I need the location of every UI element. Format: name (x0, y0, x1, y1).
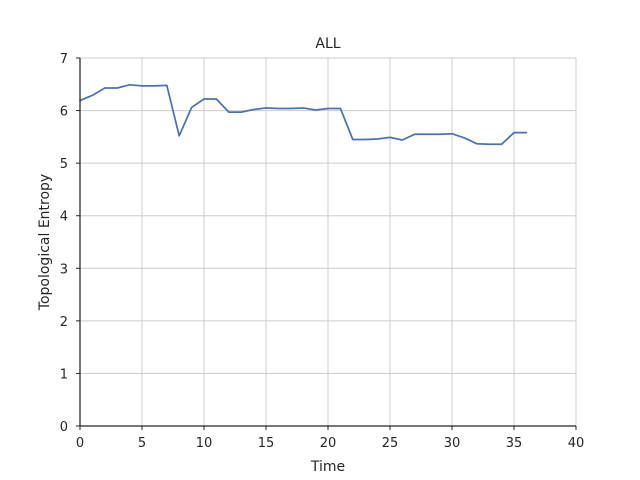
grid-layer (79, 57, 577, 427)
x-tick-label: 35 (506, 436, 523, 451)
y-tick-label: 2 (60, 315, 68, 330)
x-tick-label: 10 (196, 436, 213, 451)
y-tick-label: 5 (60, 157, 68, 172)
x-tick-label: 25 (382, 436, 399, 451)
y-tick-label: 3 (60, 262, 68, 277)
y-tick-label: 1 (60, 367, 68, 382)
x-tick-label: 30 (444, 436, 461, 451)
x-axis-label: Time (310, 459, 345, 475)
x-tick-label: 40 (568, 436, 585, 451)
y-axis-label: Topological Entropy (37, 174, 53, 311)
y-tick-label: 6 (60, 105, 68, 120)
series-layer (79, 83, 528, 146)
chart-title: ALL (315, 36, 340, 52)
x-tick-label: 15 (258, 436, 275, 451)
y-tick-label: 7 (60, 52, 68, 67)
x-tick-label: 20 (320, 436, 337, 451)
series-line (79, 83, 528, 146)
x-tick-label: 5 (138, 436, 146, 451)
ticks-layer: 0 5 10 15 20 25 30 35 40 0 1 2 3 4 5 6 7 (60, 52, 585, 451)
y-tick-label: 4 (60, 210, 68, 225)
y-tick-label: 0 (60, 420, 68, 435)
x-tick-label: 0 (76, 436, 84, 451)
